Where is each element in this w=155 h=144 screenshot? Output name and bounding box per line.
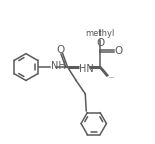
Text: O: O [96,38,104,48]
Text: O: O [56,45,64,55]
Text: HN: HN [79,64,94,74]
Text: O: O [114,46,122,56]
Text: NH: NH [51,61,65,71]
Text: methyl: methyl [85,29,115,38]
Text: —: — [108,75,114,80]
